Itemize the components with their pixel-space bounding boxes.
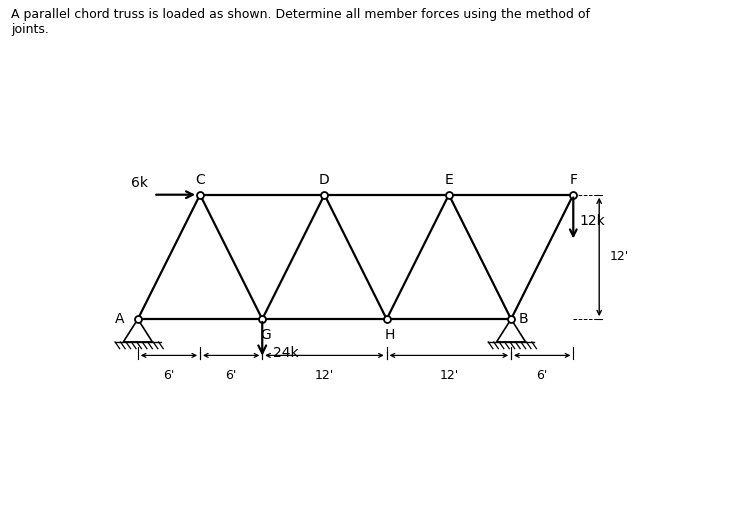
- Text: G: G: [260, 327, 271, 342]
- Text: 6': 6': [163, 369, 175, 382]
- Text: 6': 6': [225, 369, 237, 382]
- Text: E: E: [445, 173, 454, 187]
- Text: C: C: [195, 173, 205, 187]
- Text: 12': 12': [315, 369, 334, 382]
- Text: 12': 12': [439, 369, 459, 382]
- Text: 24k: 24k: [273, 346, 298, 360]
- Text: 12': 12': [610, 250, 629, 264]
- Text: A: A: [114, 312, 124, 326]
- Text: A parallel chord truss is loaded as shown. Determine all member forces using the: A parallel chord truss is loaded as show…: [11, 8, 590, 36]
- Text: B: B: [519, 312, 529, 326]
- Text: D: D: [319, 173, 330, 187]
- Text: F: F: [569, 173, 578, 187]
- Text: 6k: 6k: [131, 175, 149, 189]
- Text: 12k: 12k: [580, 214, 605, 228]
- Text: H: H: [385, 327, 395, 342]
- Text: 6': 6': [536, 369, 548, 382]
